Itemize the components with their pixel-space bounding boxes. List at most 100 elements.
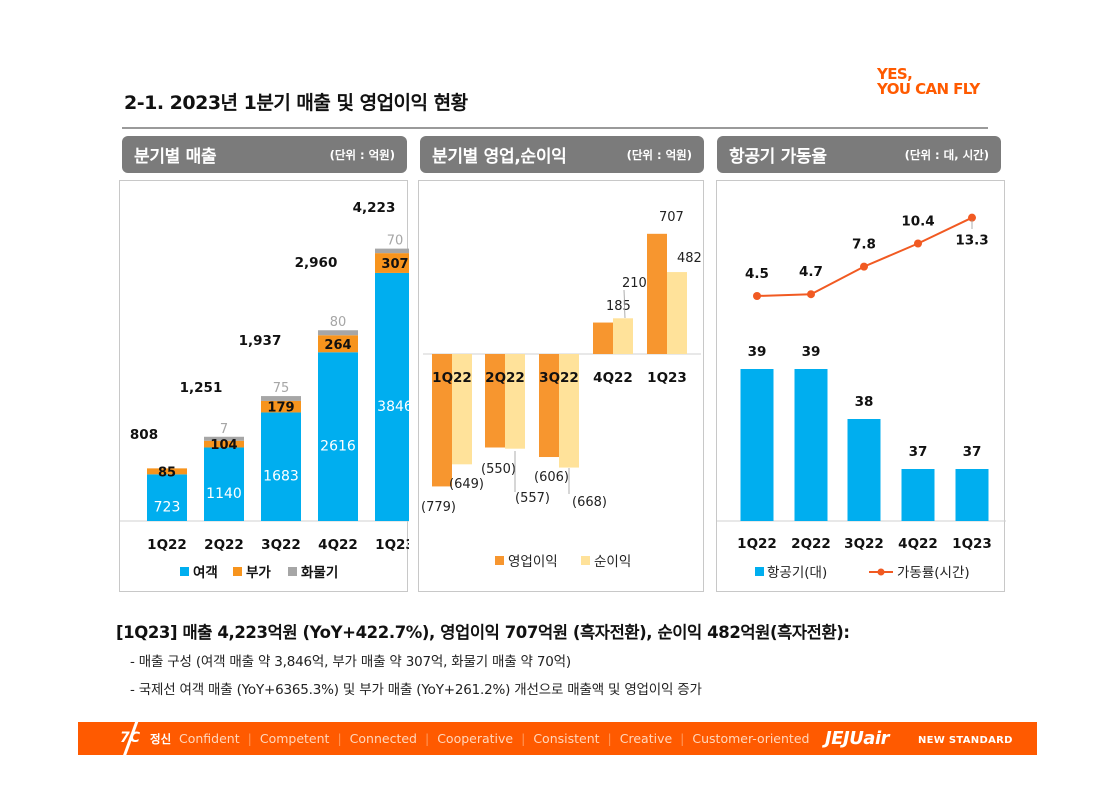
brand-tagline: NEW STANDARD: [918, 735, 1013, 746]
bar-cargo: [318, 330, 358, 336]
data-label-passenger: 723: [154, 500, 181, 516]
x-tick-label: 2Q22: [204, 537, 244, 553]
utilization-marker: [860, 262, 868, 271]
legend-swatch: [233, 567, 242, 576]
data-label-aircraft: 39: [802, 344, 821, 360]
data-label-operating-profit: 185: [606, 299, 631, 314]
bar-ancillary: [375, 253, 415, 273]
legend-label: 부가: [246, 565, 271, 581]
legend-label: 화물기: [301, 565, 338, 581]
slogan-logo: YES, YOU CAN FLY: [877, 67, 980, 97]
page-title: 2-1. 2023년 1분기 매출 및 영업이익 현황: [124, 92, 468, 114]
x-tick-label: 3Q22: [261, 537, 301, 553]
legend-swatch: [288, 567, 297, 576]
bar-aircraft-count: [740, 369, 774, 521]
summary-bullet: - 국제선 여객 매출 (YoY+6365.3%) 및 부가 매출 (YoY+2…: [130, 682, 702, 698]
panel-unit: (단위 : 대, 시간): [904, 147, 989, 162]
utilization-marker: [753, 292, 761, 300]
utilization-chart-panel: 39 1Q22 39 2Q22 38 3Q22 37 4Q22 37 1Q23 4.5 4.7 7.8 1…: [716, 180, 1006, 592]
panel-header-profit: 분기별 영업,순이익 (단위 : 억원): [420, 136, 704, 173]
bar-passenger: [204, 447, 244, 521]
data-label-aircraft: 38: [855, 394, 874, 410]
data-label-passenger: 1140: [206, 486, 242, 502]
bar-ancillary: [147, 468, 187, 475]
x-tick-label: 3Q22: [844, 536, 884, 552]
x-tick-label: 1Q23: [375, 537, 409, 553]
legend-swatch: [495, 556, 504, 565]
core-value-item: Confident: [179, 731, 240, 746]
bar-aircraft-count: [955, 469, 989, 521]
legend-swatch: [755, 567, 764, 576]
data-label-total: 4,223: [353, 200, 396, 216]
bar-passenger: [375, 272, 415, 521]
bar-aircraft-count: [794, 369, 828, 521]
data-label-ancillary: 179: [267, 401, 294, 416]
data-label-total: 1,251: [180, 380, 223, 396]
panel-title: 항공기 가동율: [729, 147, 827, 167]
bar-cargo: [375, 248, 415, 254]
slogan-line-1: YES,: [877, 65, 913, 83]
x-tick-label: 3Q22: [539, 370, 579, 386]
bar-aircraft-count: [847, 419, 881, 521]
data-label-utilization: 4.7: [799, 264, 823, 280]
bar-operating-profit: [647, 233, 667, 354]
value-separator: |: [247, 731, 252, 746]
value-separator: |: [521, 731, 526, 746]
core-value-item: Cooperative: [437, 731, 514, 746]
data-label-utilization: 4.5: [745, 266, 769, 282]
data-label-cargo: 80: [330, 315, 347, 330]
x-tick-label: 4Q22: [318, 537, 358, 553]
legend-label: 항공기(대): [767, 565, 827, 581]
x-tick-label: 1Q22: [147, 537, 187, 553]
value-separator: |: [337, 731, 342, 746]
core-value-item: Consistent: [533, 731, 600, 746]
data-label-operating-profit: (550): [481, 462, 516, 477]
data-label-cargo: 7: [220, 422, 228, 437]
panel-unit: (단위 : 억원): [626, 147, 692, 162]
utilization-marker: [807, 290, 815, 299]
slogan-line-2: YOU CAN FLY: [877, 80, 980, 98]
legend-label: 가동률(시간): [897, 565, 970, 581]
profit-bar-chart: (779) (649) 1Q22 (550) (557) 2Q22 (606)(668) 3Q…: [421, 210, 702, 570]
data-label-cargo: 70: [387, 234, 404, 249]
bar-operating-profit: [593, 322, 613, 354]
data-label-ancillary: 264: [324, 338, 351, 353]
data-label-net-profit: 482: [677, 251, 702, 266]
bar-passenger: [147, 474, 187, 521]
data-label-passenger: 3846: [377, 399, 409, 415]
x-tick-label: 1Q22: [737, 536, 777, 552]
data-label-passenger: 2616: [320, 439, 356, 455]
legend-label: 영업이익: [508, 554, 558, 570]
data-label-aircraft: 39: [748, 344, 767, 360]
data-label-utilization: 7.8: [852, 237, 876, 253]
panel-header-utilization: 항공기 가동율 (단위 : 대, 시간): [717, 136, 1001, 173]
data-label-total: 2,960: [295, 255, 338, 271]
data-label-cargo: 75: [273, 381, 290, 396]
bar-aircraft-count: [901, 469, 935, 521]
core-values-list: Confident | Competent | Connected | Cooperativ…: [179, 731, 809, 746]
core-value-item: Competent: [259, 731, 330, 746]
jejuair-logo: JEJUair: [825, 728, 890, 749]
bar-net-profit: [613, 318, 633, 354]
spirit-label: 정신: [150, 732, 172, 746]
data-label-ancillary: 85: [158, 465, 176, 480]
legend-label: 순이익: [594, 554, 631, 570]
bar-ancillary: [318, 335, 358, 353]
value-separator: |: [424, 731, 430, 746]
core-value-item: Customer-oriented: [692, 731, 810, 746]
revenue-chart-panel: 723 85 808 1Q22 1140 104 7 1,251 2Q22 1683 179 75 1,…: [119, 180, 415, 592]
data-label-operating-profit: 707: [659, 210, 684, 225]
data-label-utilization: 13.3: [955, 233, 988, 249]
x-tick-label: 1Q22: [432, 370, 472, 386]
value-separator: |: [680, 731, 685, 746]
summary-headline: [1Q23] 매출 4,223억원 (YoY+422.7%), 영업이익 707…: [116, 623, 850, 642]
x-tick-label: 4Q22: [898, 536, 938, 552]
data-label-net-profit: (668): [572, 495, 607, 510]
data-label-net-profit: 210: [622, 276, 647, 291]
footer-banner: 7C 정신 Confident|Competent|Connected|Coop…: [78, 720, 1037, 758]
bar-ancillary: [261, 400, 301, 413]
utilization-marker: [914, 239, 922, 248]
panel-title: 분기별 매출: [134, 147, 217, 167]
utilization-marker: [968, 213, 976, 222]
bar-net-profit: [452, 354, 472, 465]
